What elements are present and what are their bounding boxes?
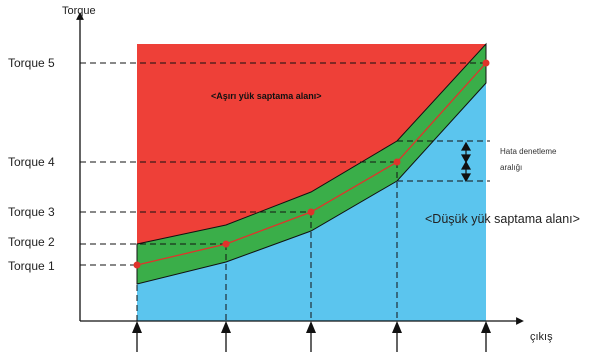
guide-lines	[80, 62, 490, 321]
underload-zone	[137, 83, 486, 321]
torque-label-4: Torque 4	[8, 155, 55, 169]
output-arrowhead-2	[221, 321, 231, 333]
output-arrowhead-5	[481, 321, 491, 333]
torque-point-3	[307, 208, 315, 216]
overload-zone-label: <Aşırı yük saptama alanı>	[211, 91, 322, 101]
torque-point-2	[222, 240, 230, 248]
underload-zone-label: <Düşük yük saptama alanı>	[425, 212, 580, 226]
y-axis-label: Torque	[62, 5, 96, 17]
x-axis-label: çıkış	[530, 331, 553, 343]
error-check-label-2: aralığı	[500, 163, 522, 172]
torque-label-1: Torque 1	[8, 259, 55, 273]
torque-points	[133, 59, 490, 269]
torque-point-1	[133, 261, 141, 269]
output-markers	[132, 321, 491, 352]
error-check-arrows	[460, 141, 472, 183]
output-arrowhead-1	[132, 321, 142, 333]
output-arrowhead-3	[306, 321, 316, 333]
torque-label-3: Torque 3	[8, 205, 55, 219]
torque-label-2: Torque 2	[8, 235, 55, 249]
torque-point-4	[393, 158, 401, 166]
torque-point-5	[482, 59, 490, 67]
output-arrowhead-4	[392, 321, 402, 333]
error-check-label: Hata denetleme	[500, 147, 557, 156]
tolerance-band	[136, 42, 487, 285]
torque-label-5: Torque 5	[8, 56, 55, 70]
